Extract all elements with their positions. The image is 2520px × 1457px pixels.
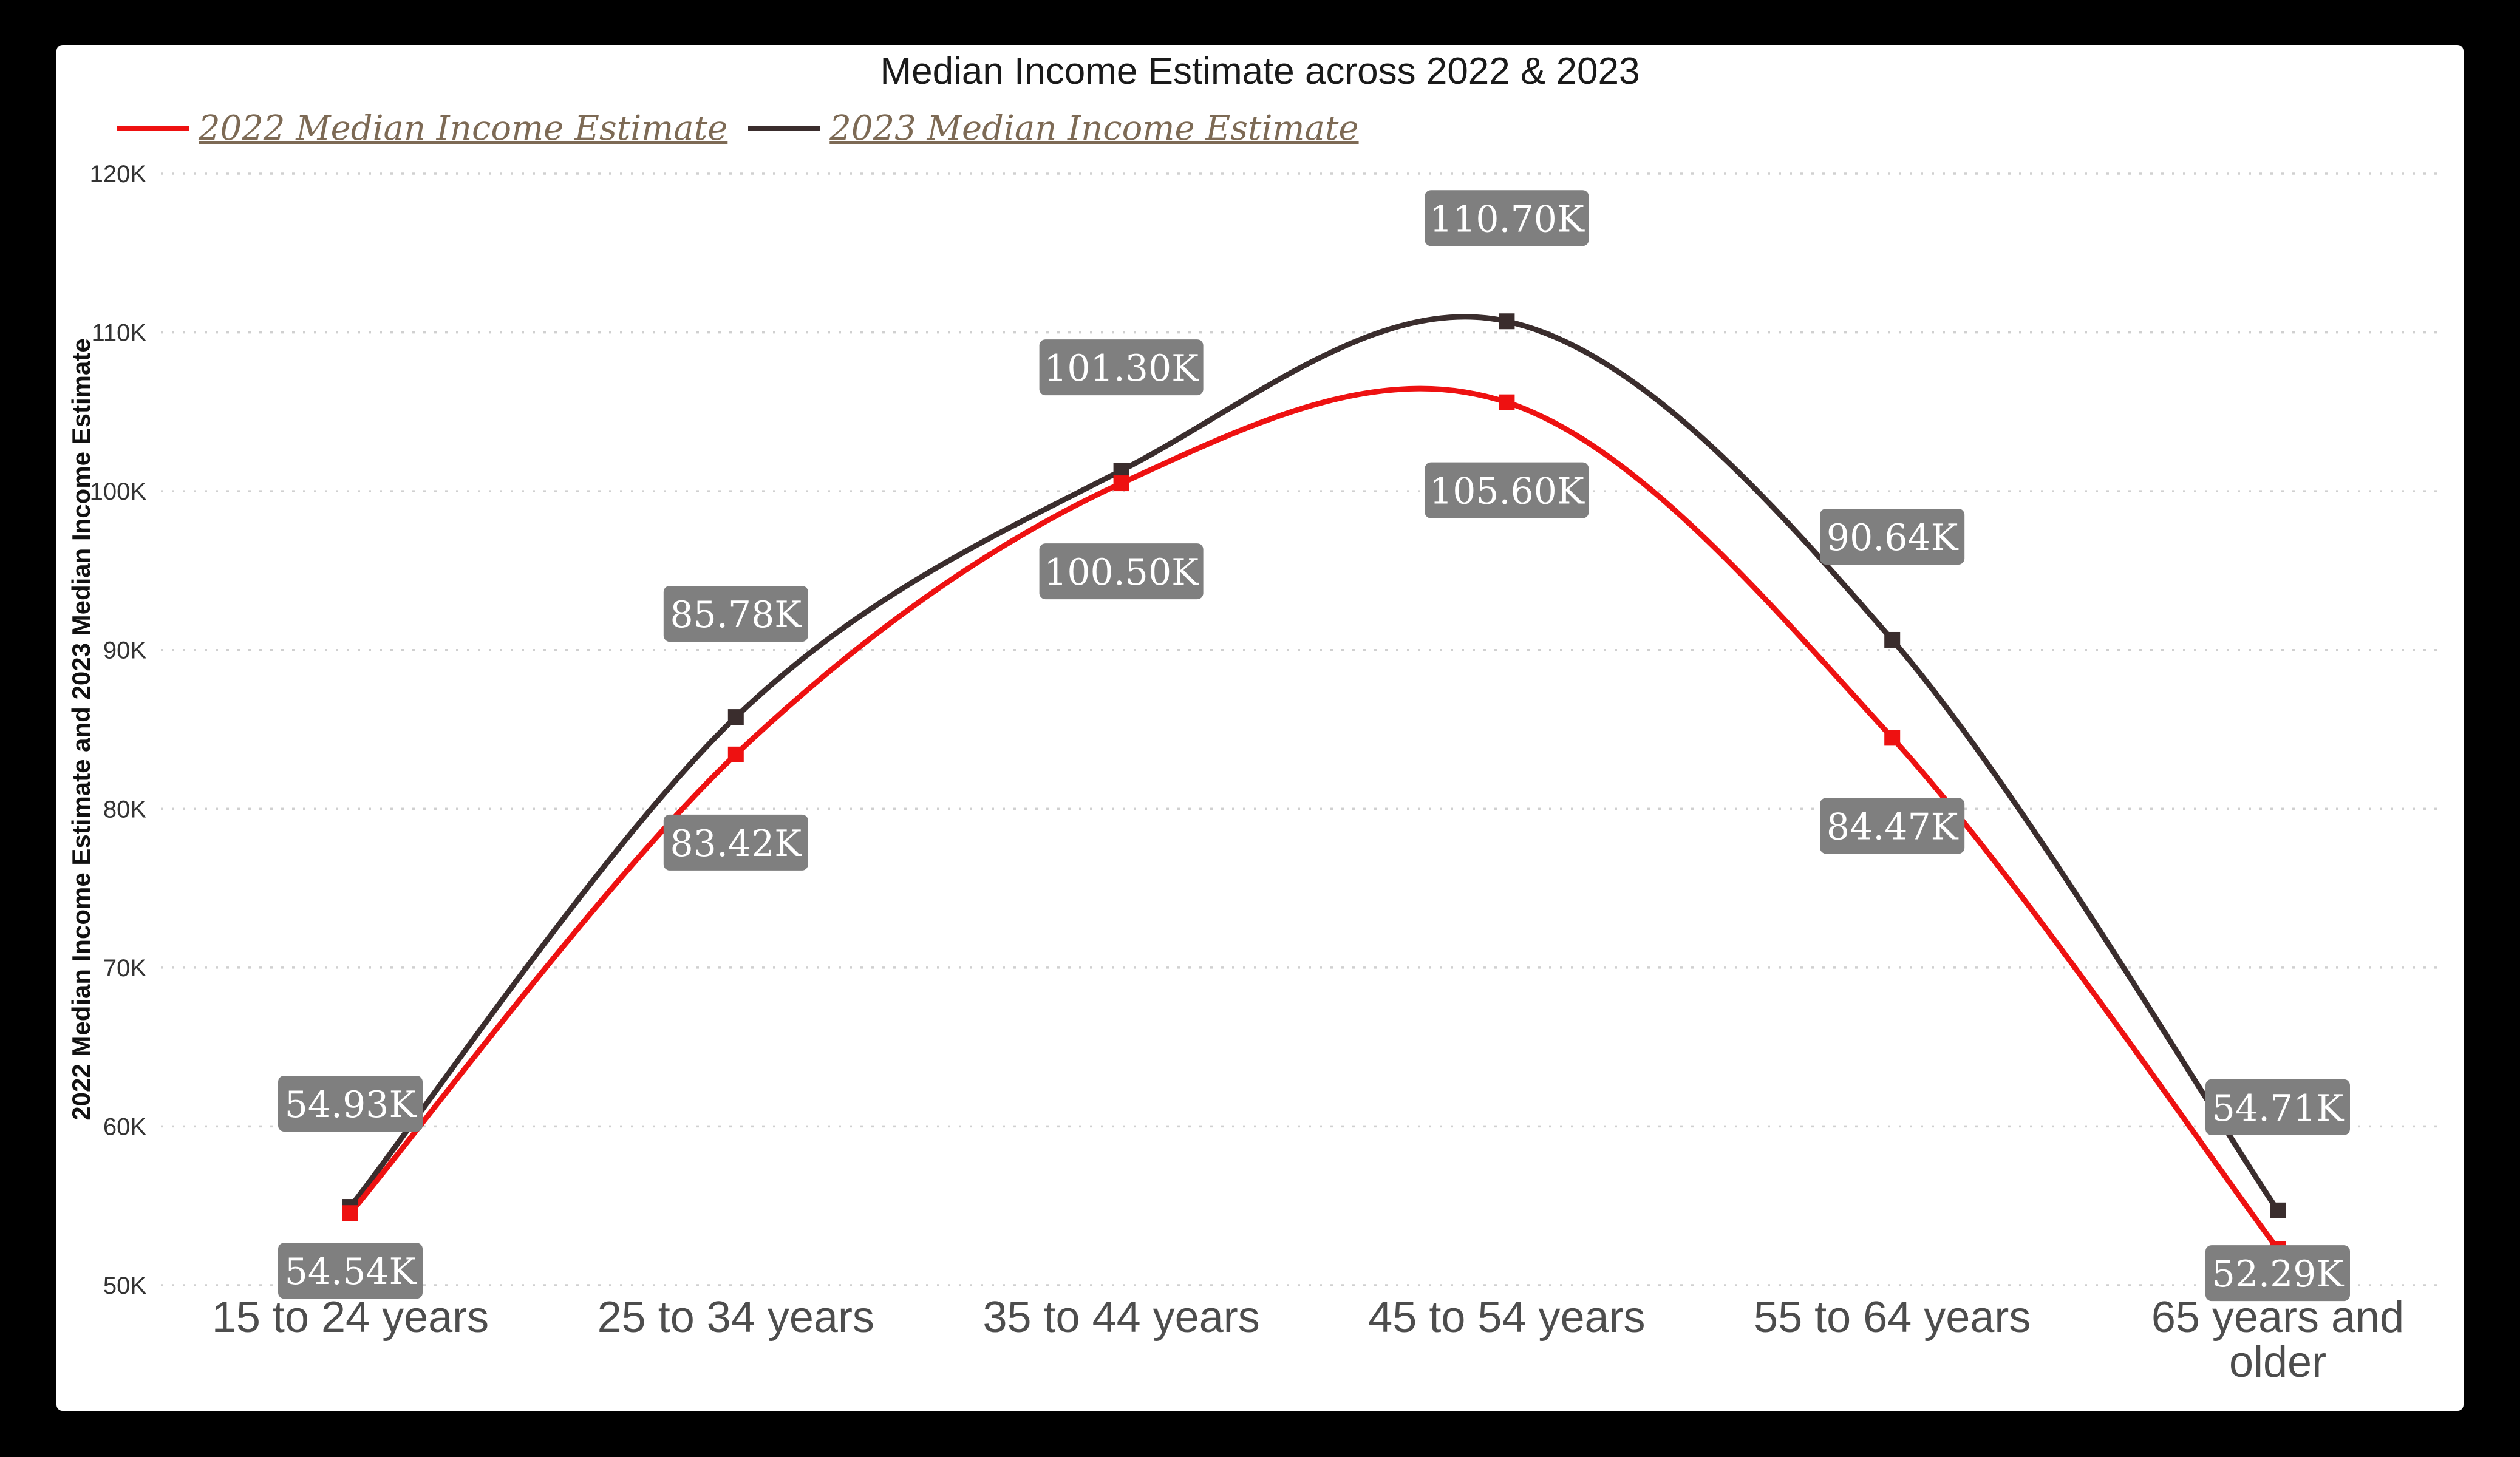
legend-item-2022[interactable]: 2022 Median Income Estimate	[117, 108, 727, 149]
value-label-text: 54.93K	[285, 1084, 417, 1126]
y-tick-label: 110K	[92, 320, 147, 347]
value-label-badge	[1039, 543, 1204, 600]
legend-swatch-2023-icon	[748, 126, 820, 132]
value-label-badge	[1039, 339, 1204, 396]
value-label-badge	[1425, 190, 1589, 246]
value-label-text: 100.50K	[1044, 551, 1199, 594]
chart-title: Median Income Estimate across 2022 & 202…	[880, 50, 1640, 92]
y-tick-label: 70K	[103, 955, 146, 982]
value-label-text: 101.30K	[1044, 347, 1199, 390]
value-label-text: 105.60K	[1429, 470, 1585, 513]
value-label-text: 90.64K	[1827, 517, 1959, 559]
data-point-2022	[1113, 475, 1129, 492]
x-category-label: 45 to 54 years	[1368, 1293, 1645, 1342]
x-category-label: 65 years and	[2151, 1293, 2404, 1342]
legend-label-2022: 2022 Median Income Estimate	[199, 109, 728, 148]
value-label-badge	[663, 814, 808, 871]
data-point-2022	[1499, 394, 1515, 410]
x-category-label: 55 to 64 years	[1754, 1293, 2031, 1342]
value-label-text: 110.70K	[1429, 198, 1585, 240]
value-label-badge	[278, 1076, 423, 1132]
value-label-text: 85.78K	[670, 594, 803, 636]
y-tick-label: 90K	[103, 637, 146, 664]
legend-item-2023[interactable]: 2023 Median Income Estimate	[748, 108, 1359, 149]
series-line-2022	[347, 385, 2281, 1252]
data-point-2023	[727, 709, 744, 725]
value-label-text: 84.47K	[1827, 806, 1959, 848]
value-label-badge	[1425, 462, 1589, 518]
value-label-badge	[2205, 1245, 2350, 1302]
y-tick-label: 50K	[103, 1272, 146, 1299]
value-label-badge	[278, 1243, 423, 1299]
y-axis-label: 2022 Median Income Estimate and 2023 Med…	[67, 338, 95, 1121]
value-label-badge	[1820, 798, 1965, 854]
legend: 2022 Median Income Estimate 2023 Median …	[117, 108, 1359, 149]
legend-label-2023: 2023 Median Income Estimate	[829, 109, 1359, 148]
value-label-badge	[663, 586, 808, 642]
y-tick-label: 60K	[103, 1113, 146, 1140]
value-label-text: 54.54K	[285, 1251, 417, 1293]
value-label-text: 54.71K	[2212, 1087, 2345, 1130]
x-category-label: older	[2229, 1338, 2326, 1387]
y-tick-label: 120K	[90, 161, 147, 188]
value-label-text: 52.29K	[2212, 1253, 2345, 1296]
data-point-2023	[1884, 631, 1901, 648]
data-point-2022	[342, 1205, 358, 1221]
value-label-badge	[2205, 1079, 2350, 1135]
x-category-label: 15 to 24 years	[212, 1293, 489, 1342]
legend-swatch-2022-icon	[117, 126, 189, 132]
x-category-label: 35 to 44 years	[982, 1293, 1259, 1342]
value-label-text: 83.42K	[670, 823, 803, 865]
data-point-2023	[1499, 313, 1515, 330]
y-tick-label: 80K	[103, 796, 146, 823]
data-point-2022	[727, 746, 744, 762]
y-tick-label: 100K	[90, 478, 147, 505]
series-line-2023	[347, 314, 2281, 1214]
data-point-2022	[1884, 730, 1901, 746]
x-category-label: 25 to 34 years	[598, 1293, 874, 1342]
chart-panel: Median Income Estimate across 2022 & 202…	[56, 45, 2464, 1411]
value-label-badge	[1820, 508, 1965, 565]
data-point-2023	[2270, 1202, 2286, 1218]
median-income-line-chart: 50K 60K 70K 80K 90K 100K 110K 120K 15 to 24 year…	[67, 161, 2443, 1387]
